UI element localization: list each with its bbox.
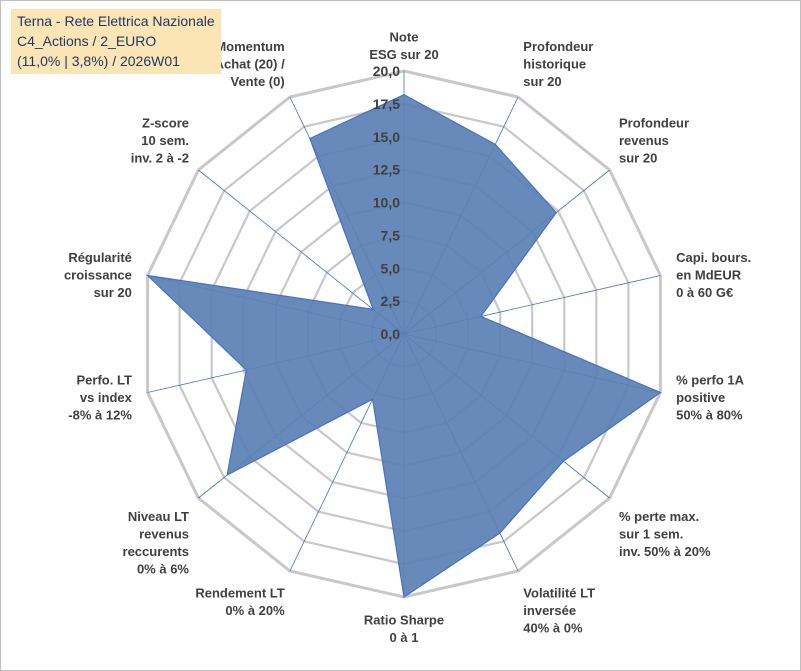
axis-label-line: Régularité: [68, 250, 132, 265]
chart-title-box: Terna - Rete Elettrica Nazionale C4_Acti…: [11, 9, 221, 74]
chart-title-line-3: (11,0% | 3,8%) / 2026W01: [17, 53, 180, 69]
axis-label-6: Volatilité LT inversée 40% à 0%: [523, 585, 595, 635]
axis-label-line: Z-score: [142, 116, 189, 131]
axis-label-11: Régularité croissance sur 20: [64, 250, 132, 300]
tick-label-1: 2,5: [381, 293, 401, 309]
axis-label-line: -8% à 12%: [68, 407, 132, 422]
axis-label-line: inversée: [523, 603, 576, 618]
axis-label-line: reccurents: [123, 544, 189, 559]
axis-label-line: Momentum: [215, 39, 284, 54]
axis-label-line: Vente (0): [231, 74, 285, 89]
chart-title-line-2: C4_Actions / 2_EURO: [17, 33, 157, 49]
axis-label-line: Capi. bours.: [676, 250, 751, 265]
axis-label-line: Achat (20) /: [215, 57, 285, 72]
data-point-11: [147, 275, 149, 277]
chart-title-line-1: Terna - Rete Elettrica Nazionale: [17, 13, 215, 29]
axis-label-line: ESG sur 20: [369, 47, 438, 62]
axis-label-4: % perfo 1A positive 50% à 80%: [676, 372, 745, 422]
data-point-12: [372, 308, 374, 310]
axis-label-line: 0 à 60 G€: [676, 285, 733, 300]
axis-label-line: Rendement LT: [195, 585, 284, 600]
axis-label-line: Ratio Sharpe: [364, 613, 444, 628]
axis-label-line: 0% à 6%: [137, 562, 189, 577]
axis-label-0: Note ESG sur 20: [369, 30, 438, 63]
data-point-10: [245, 369, 247, 371]
tick-label-0: 0,0: [381, 326, 401, 342]
data-point-5: [562, 460, 564, 462]
axis-label-12: Z-score 10 sem. inv. 2 à -2: [131, 116, 189, 166]
axis-label-line: Perfo. LT: [77, 372, 132, 387]
spoke-12: [198, 169, 405, 335]
tick-label-2: 5,0: [381, 260, 401, 276]
data-point-2: [555, 212, 557, 214]
axis-label-line: sur 20: [619, 151, 657, 166]
tick-label-4: 10,0: [373, 195, 400, 211]
axis-label-line: vs index: [80, 390, 133, 405]
data-point-7: [403, 596, 405, 598]
axis-label-line: Profondeur: [619, 116, 689, 131]
axis-label-line: % perte max.: [619, 509, 699, 524]
axis-label-10: Perfo. LT vs index -8% à 12%: [68, 372, 132, 422]
axis-label-7: Ratio Sharpe 0 à 1: [364, 613, 444, 646]
axis-label-5: % perte max. sur 1 sem. inv. 50% à 20%: [619, 509, 711, 559]
axis-label-line: Profondeur: [523, 39, 593, 54]
data-point-4: [659, 392, 661, 394]
axis-label-line: % perfo 1A: [676, 372, 745, 387]
axis-label-line: Niveau LT: [128, 509, 189, 524]
axis-label-line: Note: [390, 30, 419, 45]
axis-label-line: sur 20: [523, 74, 561, 89]
data-point-8: [372, 398, 374, 400]
tick-label-6: 15,0: [373, 129, 400, 145]
axis-label-3: Capi. bours. en MdEUR 0 à 60 G€: [676, 250, 751, 300]
axis-label-2: Profondeur revenus sur 20: [619, 116, 689, 166]
data-point-3: [480, 315, 482, 317]
axis-label-9: Niveau LT revenus reccurents 0% à 6%: [123, 509, 190, 577]
axis-label-line: revenus: [139, 527, 189, 542]
axis-label-line: 40% à 0%: [523, 620, 583, 635]
axis-label-line: historique: [523, 57, 586, 72]
tick-label-5: 12,5: [373, 162, 400, 178]
axis-label-line: sur 20: [94, 285, 132, 300]
axis-label-line: inv. 50% à 20%: [619, 544, 711, 559]
axis-label-8: Rendement LT 0% à 20%: [195, 585, 285, 618]
axis-label-line: Volatilité LT: [523, 585, 595, 600]
data-point-9: [226, 474, 228, 476]
axis-label-line: 10 sem.: [141, 133, 189, 148]
data-point-13: [309, 138, 311, 140]
data-point-6: [499, 532, 501, 534]
axis-label-line: en MdEUR: [676, 268, 742, 283]
axis-label-line: croissance: [64, 268, 132, 283]
data-series-area: [145, 94, 662, 599]
axis-label-line: inv. 2 à -2: [131, 151, 189, 166]
tick-label-8: 20,0: [373, 63, 400, 79]
tick-label-7: 17,5: [373, 96, 400, 112]
axis-label-1: Profondeur historique sur 20: [523, 39, 593, 89]
axis-label-line: revenus: [619, 133, 669, 148]
data-point-0: [403, 94, 405, 96]
axis-label-line: 0 à 1: [390, 630, 419, 645]
axis-label-line: 50% à 80%: [676, 407, 743, 422]
axis-label-line: sur 1 sem.: [619, 527, 683, 542]
axis-label-13: Momentum Achat (20) / Vente (0): [215, 39, 285, 89]
axis-label-line: 0% à 20%: [225, 603, 285, 618]
data-point-1: [494, 143, 496, 145]
axis-label-line: positive: [676, 390, 725, 405]
tick-label-3: 7,5: [381, 227, 401, 243]
